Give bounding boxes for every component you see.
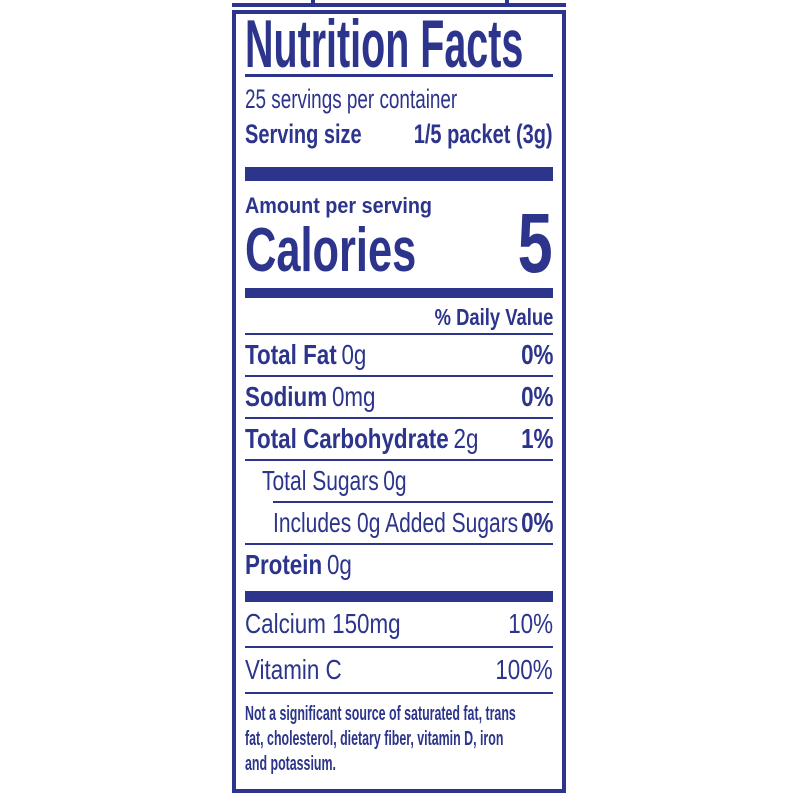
nutrient-amount: 2g <box>453 423 479 454</box>
nutrient-name-amount: Sodium 0mg <box>245 383 376 411</box>
nutrient-row-sodium: Sodium 0mg 0% <box>245 377 553 417</box>
nutrient-name: Sodium <box>245 381 328 412</box>
footnote-line: fat, cholesterol, dietary fiber, vitamin… <box>245 728 504 750</box>
nutrient-name: Includes 0g Added Sugars <box>273 507 519 538</box>
label-title-text: Nutrition Facts <box>245 6 524 82</box>
thick-divider-bottom <box>245 591 553 602</box>
nutrient-dv: 0% <box>520 507 553 538</box>
micronutrient-dv: 100% <box>495 654 553 685</box>
micronutrient-row-calcium: Calcium 150mg 10% <box>245 602 553 646</box>
micronutrient-name: Calcium 150mg <box>245 608 401 639</box>
nutrient-row-protein: Protein 0g <box>245 545 553 585</box>
daily-value-header: % Daily Value <box>245 304 553 330</box>
nutrient-amount: 0g <box>383 465 407 496</box>
crop-tick-right <box>505 0 509 4</box>
micronutrient-dv: 10% <box>508 608 553 639</box>
thin-divider <box>245 333 553 335</box>
thin-divider <box>245 692 553 694</box>
nutrient-row-total-carbohydrate: Total Carbohydrate 2g 1% <box>245 419 553 459</box>
cropped-top-line <box>232 3 566 7</box>
nutrient-name-amount: Total Carbohydrate 2g <box>245 425 478 453</box>
nutrient-dv: 0% <box>520 339 553 370</box>
nutrient-dv: 0% <box>520 381 553 412</box>
nutrient-name: Total Sugars <box>262 465 379 496</box>
thin-divider <box>245 375 553 377</box>
thin-divider <box>245 543 553 545</box>
calories-label: Calories <box>245 216 417 285</box>
thin-divider-indented <box>273 501 553 503</box>
micronutrient-row-vitamin-c: Vitamin C 100% <box>245 648 553 692</box>
nutrient-name: Total Fat <box>245 339 337 370</box>
label-title: Nutrition Facts <box>245 6 553 82</box>
nutrient-amount: 0g <box>326 549 352 580</box>
nutrient-dv: 1% <box>520 423 553 454</box>
thin-divider <box>245 646 553 648</box>
nutrition-facts-label: Nutrition Facts 25 servings per containe… <box>232 10 566 793</box>
title-divider <box>245 74 553 77</box>
thin-divider <box>245 459 553 461</box>
servings-per-container: 25 servings per container <box>245 81 553 117</box>
serving-size-value: 1/5 packet (3g) <box>414 119 553 149</box>
footnote-line: Not a significant source of saturated fa… <box>245 703 516 725</box>
footnote: Not a significant source of saturated fa… <box>245 702 553 777</box>
servings-text: 25 servings per container <box>245 84 458 114</box>
crop-tick-left <box>311 0 315 4</box>
thin-divider <box>245 417 553 419</box>
nutrient-name: Protein <box>245 549 323 580</box>
daily-value-header-text: % Daily Value <box>434 304 553 330</box>
calories-value: 5 <box>517 196 553 290</box>
thick-divider-top <box>245 167 553 181</box>
amount-per-serving-text: Amount per serving <box>245 193 433 218</box>
calories-row: Calories 5 <box>245 201 553 285</box>
nutrient-name: Total Carbohydrate <box>245 423 449 454</box>
nutrient-name-amount: Total Sugars 0g <box>262 467 407 495</box>
medium-divider <box>245 288 553 298</box>
nutrient-name-amount: Total Fat 0g <box>245 341 366 369</box>
nutrient-row-added-sugars: Includes 0g Added Sugars 0% <box>245 503 553 543</box>
micronutrient-name: Vitamin C <box>245 654 342 685</box>
amount-per-serving: Amount per serving <box>245 193 553 219</box>
serving-size-row: Serving size 1/5 packet (3g) <box>245 117 553 151</box>
nutrient-row-total-sugars: Total Sugars 0g <box>245 461 553 501</box>
serving-size-label: Serving size <box>245 119 362 149</box>
nutrient-row-total-fat: Total Fat 0g 0% <box>245 335 553 375</box>
nutrient-amount: 0g <box>341 339 367 370</box>
nutrient-name-amount: Protein 0g <box>245 551 352 579</box>
footnote-line: and potassium. <box>245 753 336 775</box>
nutrient-amount: 0mg <box>331 381 376 412</box>
